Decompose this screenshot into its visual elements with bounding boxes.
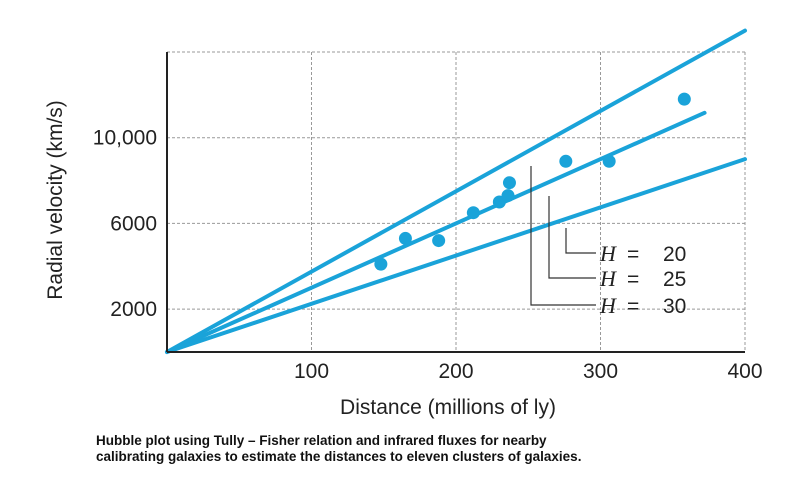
hubble-chart: 100 200 300 400 2000 6000 10,000 Distance (mill… <box>44 28 763 419</box>
grid-layer <box>167 51 746 352</box>
leader-line-h-20 <box>565 228 596 254</box>
y-tick-label: 2000 <box>110 298 157 321</box>
h-label-eq: = <box>627 295 639 318</box>
y-tick-label: 6000 <box>110 212 157 235</box>
h-label-value: 25 <box>663 268 686 291</box>
x-tick-label: 400 <box>727 360 762 383</box>
data-point <box>677 92 691 106</box>
axes <box>166 52 745 353</box>
x-axis-title: Distance (millions of ly) <box>340 396 556 419</box>
h-label-eq: = <box>627 243 639 266</box>
y-axis-title: Radial velocity (km/s) <box>44 100 67 300</box>
data-point <box>466 206 480 220</box>
data-point <box>374 257 388 271</box>
data-points <box>374 92 691 271</box>
leader-line-h-30 <box>530 166 596 306</box>
h-label-value: 20 <box>663 243 686 266</box>
data-point <box>602 154 616 168</box>
y-tick-label: 10,000 <box>93 127 157 150</box>
h-label-value: 30 <box>663 295 686 318</box>
caption-line-2: calibrating galaxies to estimate the dis… <box>96 449 582 464</box>
data-point <box>559 154 573 168</box>
x-tick-label: 200 <box>438 360 473 383</box>
fit-lines <box>165 28 747 354</box>
h-label-var: H <box>599 293 617 318</box>
h-label-var: H <box>599 266 617 291</box>
x-tick-label: 100 <box>294 360 329 383</box>
data-point <box>502 176 516 190</box>
data-point <box>398 231 412 245</box>
data-point <box>501 189 515 203</box>
fit-line-h-20 <box>165 110 707 354</box>
x-tick-label: 300 <box>583 360 618 383</box>
h-label-eq: = <box>627 268 639 291</box>
fit-line-h-30 <box>165 157 747 354</box>
h-label-var: H <box>599 241 617 266</box>
labels: 100 200 300 400 2000 6000 10,000 Distance (mill… <box>44 100 763 419</box>
fit-line-h-25 <box>165 28 747 354</box>
caption-line-1: Hubble plot using Tully – Fisher relatio… <box>96 433 547 448</box>
leader-line-h-25 <box>548 196 596 279</box>
figure-caption: Hubble plot using Tully – Fisher relatio… <box>96 433 756 465</box>
data-point <box>432 234 446 248</box>
